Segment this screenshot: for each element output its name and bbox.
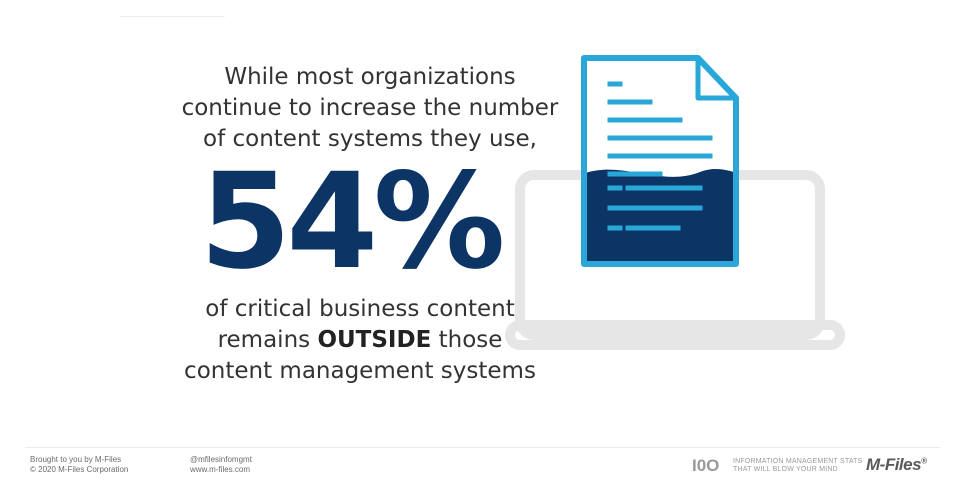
tagline-line: THAT WILL BLOW YOUR MIND [733, 466, 838, 473]
illustration [505, 55, 845, 350]
logo-text: M-Files [866, 455, 922, 474]
intro-line: continue to increase the number [181, 95, 559, 121]
website-link[interactable]: www.m-files.com [190, 465, 251, 474]
footer-brought-by: Brought to you by M-Files [30, 455, 122, 464]
document-icon [581, 55, 739, 267]
series-mark: I0O [692, 456, 720, 475]
statistic-value: 54% [199, 145, 506, 299]
footer-divider [25, 447, 940, 448]
intro-line: While most organizations [224, 64, 516, 90]
outro-text-part: those [431, 327, 503, 353]
outro-line: of critical business content [205, 296, 515, 322]
top-divider [120, 16, 225, 17]
intro-text: While most organizations continue to inc… [150, 62, 590, 155]
footer-social: @mfilesinfomgmt www.m-files.com [190, 455, 252, 475]
outro-line: content management systems [184, 358, 536, 384]
series-tagline: INFORMATION MANAGEMENT STATS THAT WILL B… [733, 458, 863, 474]
tagline-line: INFORMATION MANAGEMENT STATS [733, 458, 863, 465]
footer-credits: Brought to you by M-Files © 2020 M-Files… [30, 455, 128, 475]
outro-text: of critical business content remains OUT… [150, 294, 570, 387]
outro-line: remains OUTSIDE those [150, 325, 570, 356]
emphasis-outside: OUTSIDE [317, 327, 432, 353]
twitter-handle[interactable]: @mfilesinfomgmt [190, 455, 252, 464]
registered-mark: ® [921, 456, 927, 466]
intro-line: of content systems they use, [203, 126, 537, 152]
m-files-logo: M-Files® [866, 455, 927, 475]
outro-text-part: remains [217, 327, 318, 353]
footer-copyright: © 2020 M-Files Corporation [30, 465, 129, 474]
